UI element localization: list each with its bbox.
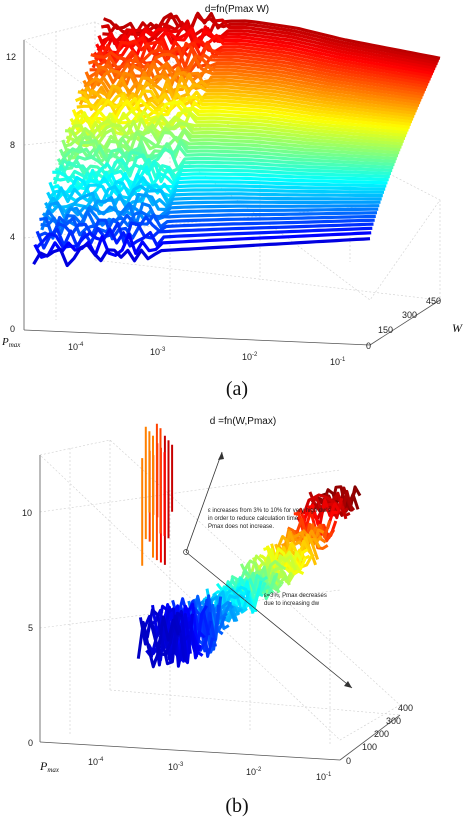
panel-b-annotation-1: ε increases from 3% to 10% for very high… [208,508,332,530]
panel-a-title: d=fn(Pmax W) [205,4,269,15]
panel-b-w-axis [339,714,401,761]
panel-b-z-tick-5: 5 [28,623,33,633]
panel-a-z-tick-12: 12 [6,52,16,62]
surface-row [302,493,345,515]
surface-row [136,615,180,669]
surface-row [93,39,431,81]
surface-row [56,145,395,171]
panel-b-grid [39,439,401,745]
surface-row [33,231,372,259]
surface-row [68,107,407,138]
panel-a-x-axis-label: Pmax [1,336,21,349]
panel-b-caption: (b) [225,795,248,817]
panel-a-w-axis [369,299,441,346]
surface-row [91,40,430,84]
panel-a-x-tick-1e-2: 10-2 [242,352,258,362]
panel-a-z-tick-8: 8 [10,140,15,150]
panel-b-w-tick-400: 400 [398,703,413,713]
panel-a-caption: (a) [226,378,248,400]
panel-b-w-tick-200: 200 [374,729,389,739]
surface-row [78,80,416,116]
surface-row [95,28,434,76]
surface-row [48,172,387,202]
surface-row [37,215,375,241]
surface-row [69,106,408,135]
panel-b-annotation-arrows [183,451,353,689]
panel-b-z-tick-10: 10 [22,508,32,518]
panel-a-z-tick-4: 4 [10,232,15,242]
panel-b-w-tick-100: 100 [362,742,377,752]
panel-b-x-axis [39,741,341,761]
surface-row [71,97,410,129]
surface-row [50,171,388,197]
surface-row [35,221,374,250]
panel-b-w-tick-300: 300 [386,716,401,726]
panel-a-w-tick-450: 450 [426,296,441,306]
surface-row [58,139,397,165]
panel-a-x-axis [23,329,371,346]
surface-row [46,184,385,208]
surface-row [65,119,403,148]
surface-row [97,24,436,71]
panel-b-annotation-2: ε=3%, Pmax decreases due to increasing d… [264,593,329,607]
panel-a-w-axis-label: W [452,321,463,335]
panel-b-x-axis-label: Pmax [39,759,60,774]
panel-a-w-tick-150: 150 [378,325,393,335]
surface-row [96,25,435,73]
surface-row [76,89,414,121]
surface-row [84,60,423,99]
panel-a: d=fn(Pmax W) 12 8 4 0 10-4 10-3 10-2 1 [1,4,463,400]
panel-b-x-tick-1e-4: 10-4 [88,757,104,767]
surface-row [32,237,371,268]
surface-row [34,226,373,250]
surface-row [278,530,321,560]
panel-a-x-tick-1e-1: 10-1 [330,357,346,367]
panel-b-z-tick-0: 0 [28,738,33,748]
surface-row [53,159,390,188]
panel-a-w-tick-0: 0 [366,341,371,351]
panel-b-x-tick-1e-1: 10-1 [316,772,332,782]
surface-row [41,203,380,225]
panel-b-x-tick-1e-3: 10-3 [168,762,184,772]
panel-b: d =fn(W,Pmax) ε increases from 3% to 10% [22,416,413,817]
panel-b-w-tick-0: 0 [346,756,351,766]
surface-row [42,192,381,220]
panel-a-z-tick-0: 0 [10,324,15,334]
panel-a-w-tick-300: 300 [402,310,417,320]
panel-a-x-tick-1e-3: 10-3 [150,347,166,357]
surface-row [90,45,428,89]
surface-row [47,176,386,203]
panel-b-surface [136,423,362,669]
panel-a-surface [32,11,441,268]
panel-b-x-tick-1e-2: 10-2 [246,767,262,777]
panel-b-back-plane [39,439,401,741]
panel-a-x-tick-1e-4: 10-4 [68,342,84,352]
surface-row [57,139,396,166]
panel-b-title: d =fn(W,Pmax) [210,416,276,427]
surface-row [73,95,411,127]
